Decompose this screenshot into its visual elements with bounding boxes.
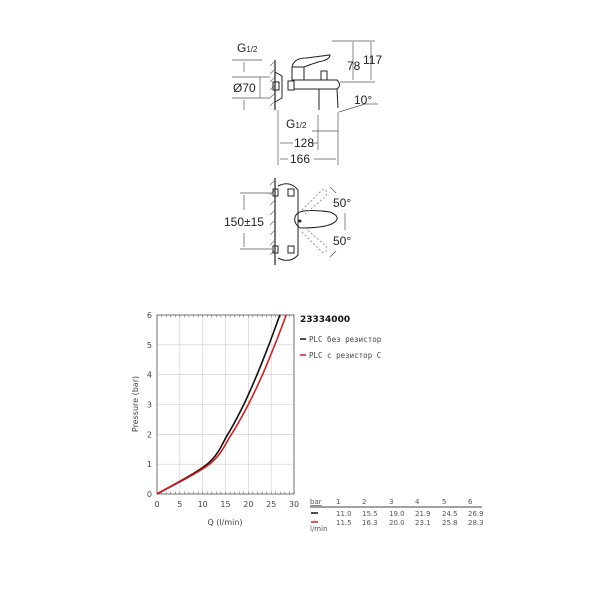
table-cell: 25.8 (442, 519, 458, 527)
dim-angle: 10° (354, 93, 372, 107)
table-pressure-header: 3 (389, 498, 393, 506)
dim-depth-128: 128 (294, 136, 314, 150)
table-pressure-header: 5 (442, 498, 446, 506)
chart-grid (156, 314, 295, 495)
x-tick-label: 10 (198, 500, 208, 509)
x-tick-label: 20 (243, 500, 253, 509)
series-line-0 (156, 314, 281, 495)
dim-diameter: Ø70 (233, 81, 256, 95)
x-tick-label: 25 (266, 500, 276, 509)
y-tick-labels: 0 1 2 3 4 5 6 (147, 311, 152, 499)
table-cell: 26.9 (468, 510, 484, 518)
table-pressure-header: 1 (336, 498, 340, 506)
table-cell: 11.0 (336, 510, 352, 518)
dim-height-117: 117 (363, 53, 382, 67)
table-cell: 21.9 (415, 510, 431, 518)
side-view-dimensions: G1/2 Ø70 78 117 10° G1/2 128 166 (233, 41, 382, 166)
x-tick-label: 5 (177, 500, 182, 509)
top-view-drawing (240, 178, 346, 265)
table-cell: 23.1 (415, 519, 431, 527)
table-cell: 28.3 (468, 519, 484, 527)
table-cell: 15.5 (362, 510, 378, 518)
y-tick-label: 3 (147, 401, 152, 410)
legend: PLC без резистор PLC с резистор С (300, 335, 382, 360)
y-tick-label: 5 (147, 341, 152, 350)
dim-thread-bottom: G1/2 (286, 117, 307, 131)
table-cell: 19.0 (389, 510, 405, 518)
x-tick-labels: 0 5 10 15 20 25 30 (154, 500, 299, 509)
series-line-1 (156, 314, 287, 495)
y-axis-label: Pressure (bar) (131, 376, 140, 432)
x-tick-label: 0 (154, 500, 159, 509)
x-axis-label: Q (l/min) (207, 518, 242, 527)
table-pressure-header: 4 (415, 498, 420, 506)
y-tick-label: 2 (147, 430, 152, 439)
table-unit-label: l/min (310, 525, 328, 533)
plot-frame (156, 314, 295, 495)
table-cell: 11.5 (336, 519, 352, 527)
table-cell: 20.0 (389, 519, 405, 527)
side-view-drawing (232, 40, 378, 165)
chart-title: 23334000 (300, 315, 350, 325)
dim-height-78: 78 (347, 59, 361, 73)
dim-angle-down: 50° (333, 234, 351, 248)
chart-curves (156, 314, 287, 495)
table-pressure-header: 6 (468, 498, 473, 506)
legend-label-0: PLC без резистор (309, 335, 382, 344)
x-tick-label: 30 (289, 500, 299, 509)
flow-table: bar l/min 1 2 3 4 5 6 11.0 15.5 19.0 21.9 24.5 26.9… (310, 498, 484, 533)
y-tick-label: 4 (147, 371, 152, 380)
dim-depth-166: 166 (290, 152, 310, 166)
top-view-dimensions: 150±15 50° 50° (224, 196, 351, 248)
dim-thread-top: G1/2 (237, 41, 258, 55)
x-tick-label: 15 (220, 500, 230, 509)
dim-spacing: 150±15 (224, 215, 264, 229)
y-tick-label: 1 (147, 460, 152, 469)
table-header-label: bar (310, 498, 322, 506)
table-cell: 16.3 (362, 519, 378, 527)
y-tick-label: 0 (147, 490, 152, 499)
legend-label-1: PLC с резистор С (309, 351, 381, 360)
y-tick-label: 6 (147, 311, 152, 320)
table-cell: 24.5 (442, 510, 458, 518)
dim-angle-up: 50° (333, 196, 351, 210)
table-pressure-header: 2 (362, 498, 366, 506)
